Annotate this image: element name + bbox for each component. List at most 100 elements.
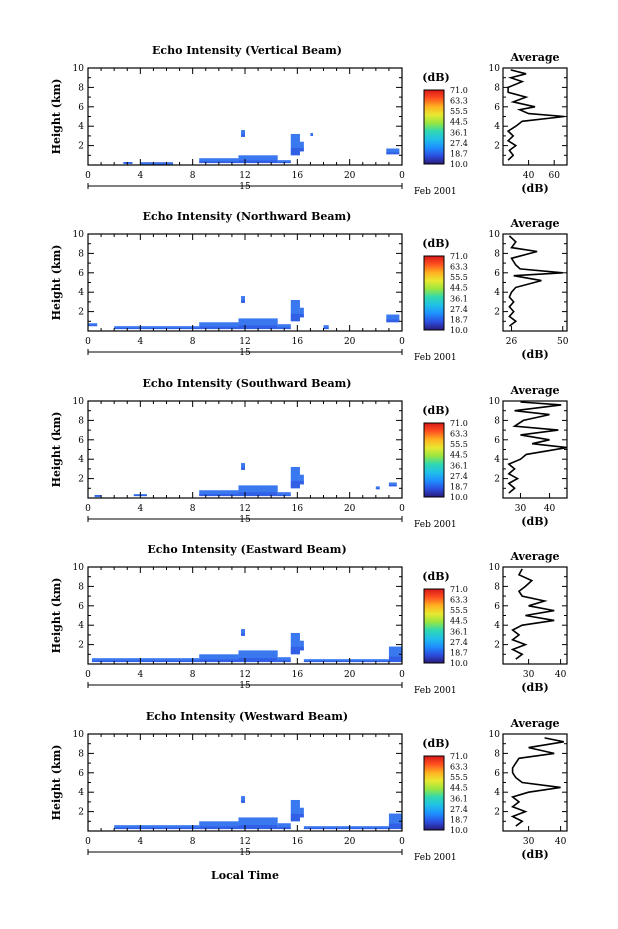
echo-cell-core bbox=[290, 480, 300, 489]
colorbar-tick-label: 18.7 bbox=[450, 315, 468, 324]
echo-cell bbox=[290, 466, 300, 489]
echo-cell bbox=[199, 322, 239, 330]
echo-cell-core bbox=[238, 325, 278, 330]
average-title: Average bbox=[509, 384, 559, 397]
y-tick-label: 10 bbox=[73, 397, 85, 407]
echo-cell-core bbox=[88, 325, 98, 327]
x-tick-label: 12 bbox=[239, 171, 250, 181]
y-tick-label: 2 bbox=[78, 641, 84, 651]
echo-cell-core bbox=[241, 467, 245, 470]
avg-y-tick-label: 6 bbox=[494, 436, 500, 446]
colorbar-tick-label: 18.7 bbox=[450, 815, 468, 824]
colorbar-tick-label: 63.3 bbox=[450, 596, 468, 605]
y-tick-label: 8 bbox=[78, 416, 84, 426]
avg-x-axis-label: (dB) bbox=[521, 681, 548, 694]
echo-cell-core bbox=[241, 633, 245, 636]
x-tick-label: 0 bbox=[399, 837, 405, 847]
y-axis-label: Height (km) bbox=[50, 578, 63, 654]
colorbar-tick-label: 36.1 bbox=[450, 627, 468, 636]
average-profile-line bbox=[508, 235, 563, 327]
avg-x-tick-label: 50 bbox=[557, 337, 569, 347]
panel-title: Echo Intensity (Westward Beam) bbox=[146, 710, 348, 723]
avg-y-tick-label: 6 bbox=[494, 103, 500, 113]
avg-y-tick-label: 6 bbox=[494, 769, 500, 779]
x-tick-label: 20 bbox=[344, 337, 356, 347]
x-tick-label: 8 bbox=[190, 171, 196, 181]
x-tick-label: 0 bbox=[399, 337, 405, 347]
x-tick-label: 4 bbox=[137, 171, 143, 181]
echo-cell-core bbox=[290, 646, 300, 655]
echo-cell bbox=[303, 826, 389, 830]
x-tick-label: 4 bbox=[137, 337, 143, 347]
colorbar-tick-label: 10.0 bbox=[450, 160, 468, 169]
date-day-label: 15 bbox=[239, 515, 251, 525]
date-day-label: 15 bbox=[239, 348, 251, 358]
x-tick-label: 16 bbox=[292, 837, 304, 847]
echo-cell bbox=[277, 324, 291, 330]
y-tick-label: 4 bbox=[78, 122, 84, 132]
echo-cell bbox=[199, 821, 239, 830]
avg-x-axis-label: (dB) bbox=[521, 182, 548, 195]
echo-cell-core bbox=[114, 827, 200, 830]
echo-cell-core bbox=[241, 134, 245, 137]
echo-cell-core bbox=[386, 152, 400, 155]
echo-cell bbox=[88, 323, 98, 327]
echo-cell bbox=[114, 825, 200, 830]
y-tick-label: 6 bbox=[78, 103, 84, 113]
colorbar-tick-label: 44.5 bbox=[450, 451, 468, 460]
y-tick-label: 2 bbox=[78, 808, 84, 818]
y-tick-label: 8 bbox=[78, 249, 84, 259]
echo-cell-core bbox=[238, 657, 278, 663]
avg-y-tick-label: 2 bbox=[494, 475, 500, 485]
echo-cell bbox=[238, 650, 278, 663]
avg-y-tick-label: 10 bbox=[489, 563, 501, 573]
panel-2: Echo Intensity (Southward Beam) 2 4 6 8 10 Hei… bbox=[50, 377, 568, 530]
colorbar-tick-label: 63.3 bbox=[450, 97, 468, 106]
avg-x-axis-label: (dB) bbox=[521, 348, 548, 361]
date-day-label: 15 bbox=[239, 848, 251, 858]
colorbar-tick-label: 27.4 bbox=[450, 305, 468, 314]
echo-cell-core bbox=[299, 481, 304, 485]
avg-y-tick-label: 8 bbox=[494, 582, 500, 592]
colorbar-tick-label: 71.0 bbox=[450, 419, 468, 428]
y-tick-label: 4 bbox=[78, 788, 84, 798]
avg-y-tick-label: 6 bbox=[494, 602, 500, 612]
echo-cell-core bbox=[388, 656, 402, 663]
y-tick-label: 4 bbox=[78, 288, 84, 298]
avg-x-tick-label: 40 bbox=[523, 171, 535, 181]
plot-frame bbox=[87, 733, 403, 832]
x-tick-label: 12 bbox=[239, 337, 250, 347]
echo-cell-core bbox=[299, 647, 304, 651]
colorbar-tick-label: 36.1 bbox=[450, 794, 468, 803]
echo-cell-core bbox=[375, 488, 380, 490]
echo-cell bbox=[140, 162, 174, 165]
y-tick-label: 6 bbox=[78, 436, 84, 446]
colorbar-tick-label: 18.7 bbox=[450, 482, 468, 491]
colorbar-tick-label: 36.1 bbox=[450, 128, 468, 137]
x-tick-label: 0 bbox=[399, 171, 405, 181]
colorbar-tick-label: 10.0 bbox=[450, 493, 468, 502]
echo-cell-core bbox=[94, 495, 102, 497]
date-month-label: Feb 2001 bbox=[414, 853, 457, 863]
avg-y-tick-label: 10 bbox=[489, 397, 501, 407]
colorbar-tick-label: 63.3 bbox=[450, 263, 468, 272]
avg-y-tick-label: 4 bbox=[494, 455, 500, 465]
date-day-label: 15 bbox=[239, 681, 251, 691]
x-tick-label: 20 bbox=[344, 171, 356, 181]
y-axis-label: Height (km) bbox=[50, 245, 63, 321]
x-tick-label: 0 bbox=[399, 504, 405, 514]
panel-title: Echo Intensity (Southward Beam) bbox=[143, 377, 352, 390]
echo-cell bbox=[238, 485, 278, 497]
y-tick-label: 10 bbox=[73, 730, 85, 740]
echo-cell bbox=[94, 495, 102, 498]
avg-x-axis-label: (dB) bbox=[521, 848, 548, 861]
colorbar bbox=[423, 422, 445, 498]
colorbar bbox=[423, 255, 445, 331]
x-tick-label: 8 bbox=[190, 670, 196, 680]
echo-cell-core bbox=[386, 319, 400, 323]
echo-cell-core bbox=[290, 147, 300, 156]
avg-x-tick-label: 40 bbox=[544, 504, 556, 514]
x-tick-label: 0 bbox=[85, 670, 91, 680]
echo-cell bbox=[375, 486, 380, 490]
echo-cell bbox=[241, 629, 245, 636]
